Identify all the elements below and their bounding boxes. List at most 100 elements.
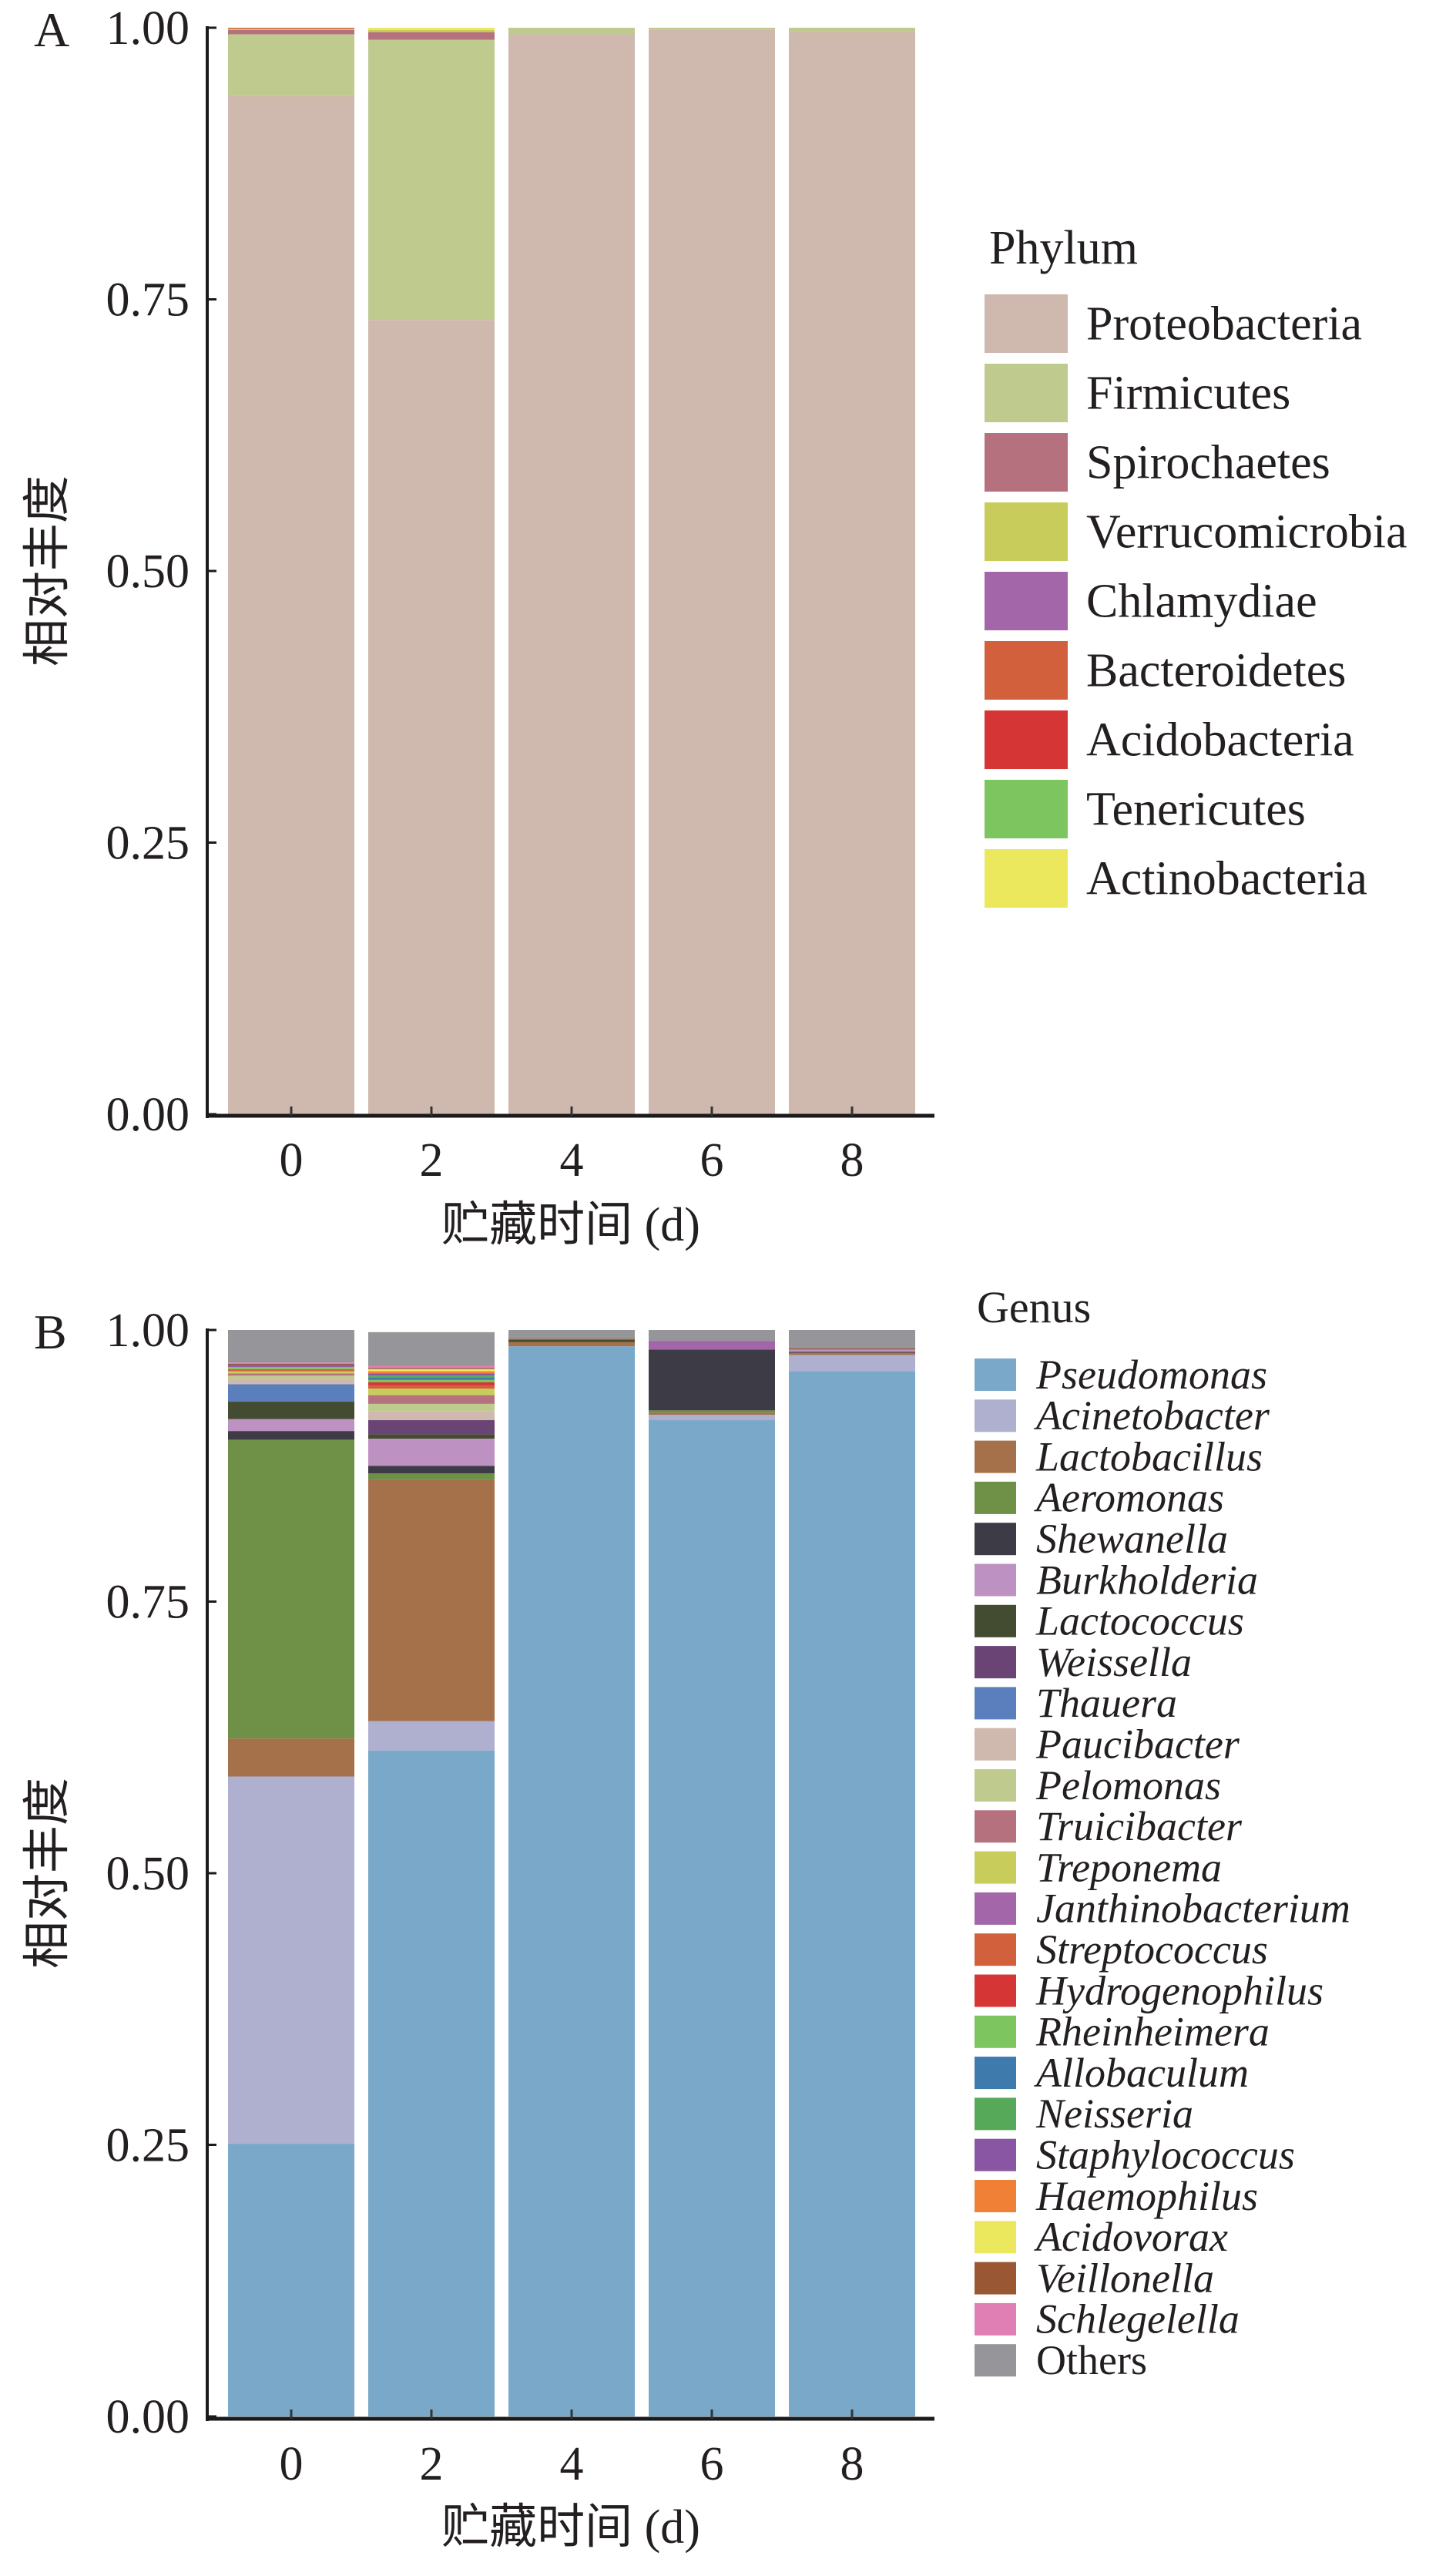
panel-a-legend-label: Acidobacteria [1086,714,1354,766]
panel-b-bar-segment [368,1721,495,1751]
panel-b-legend-swatch [975,1769,1016,1802]
panel-a-bar-stack-4 [508,28,635,1115]
panel-b-bar-stack-2 [368,1332,495,2416]
panel-b-legend-label: Lactococcus [1035,1598,1244,1644]
panel-b-bar-segment [789,1330,915,1348]
panel-a-bars [228,28,915,1115]
panel-a-legend-label: Spirochaetes [1086,436,1330,489]
panel-b-bar-segment [649,1330,775,1342]
panel-b-bar-segment [649,1420,775,2416]
panel-b-legend-item: Weissella [975,1639,1192,1685]
panel-b-legend-swatch [975,1892,1016,1925]
panel-a-legend-swatch [985,433,1068,492]
panel-b-legend-swatch [975,1358,1016,1391]
panel-b-bar-segment [228,1330,354,1363]
panel-b-legend-item: Lactococcus [975,1598,1244,1644]
panel-b-bar-segment [368,1365,495,1368]
panel-b-legend-item: Truicibacter [975,1803,1243,1849]
panel-b: B 0.00 0.25 0.50 0.75 1.00 0 2 4 6 8 贮藏时间 (d) 相对丰… [22,1282,1350,2554]
panel-b-bar-segment [368,1373,495,1376]
panel-b-legend-swatch [975,1851,1016,1884]
panel-a-x-tick-label: 0 [280,1134,304,1187]
panel-b-bar-segment [228,1384,354,1402]
panel-b-legend-label: Weissella [1036,1639,1192,1685]
panel-b-bar-segment [649,1341,775,1350]
panel-a-legend-swatch [985,849,1068,908]
panel-b-legend-label: Treponema [1036,1844,1222,1890]
panel-b-bars [228,1330,915,2416]
panel-a-bar-segment [649,28,775,30]
panel-b-legend-label: Thauera [1036,1680,1177,1726]
panel-b-x-tick-label: 6 [700,2438,724,2490]
panel-a-y-axis-title: 相对丰度 [22,475,74,667]
panel-b-bar-segment [649,1410,775,1413]
panel-b-legend-swatch [975,1728,1016,1761]
panel-b-bar-segment [368,1403,495,1412]
panel-b-legend-swatch [975,2097,1016,2131]
panel-b-legend-swatch [975,1563,1016,1597]
panel-b-legend-title: Genus [977,1282,1091,1332]
panel-a-bar-stack-0 [228,28,354,1115]
panel-b-bar-segment [368,1332,495,1366]
panel-b-bar-segment [228,1362,354,1364]
panel-b-y-axis-title: 相对丰度 [22,1778,74,1969]
panel-b-bar-segment [508,1346,635,2416]
panel-b-x-axis-title: 贮藏时间 (d) [441,2501,700,2554]
panel-b-legend-item: Hydrogenophilus [975,1967,1323,2013]
panel-a-y-tick-label: 0.25 [106,818,190,870]
panel-a-bar-segment [508,34,635,1115]
panel-b-bar-segment [508,1330,635,1339]
panel-b-legend-item: Thauera [975,1680,1177,1726]
panel-b-legend-item: Allobaculum [975,2050,1249,2096]
panel-b-bar-segment [368,1389,495,1395]
panel-a-legend-title: Phylum [989,222,1138,274]
panel-b-legend-label: Neisseria [1035,2091,1193,2137]
panel-b-bar-stack-8 [789,1330,915,2416]
panel-b-legend-swatch [975,1399,1016,1432]
panel-b-legend-swatch [975,2262,1016,2295]
panel-a-axes: 0.00 0.25 0.50 0.75 1.00 0 2 4 6 8 [106,2,934,1187]
panel-b-legend-label: Hydrogenophilus [1035,1967,1323,2013]
panel-a-legend: Proteobacteria Firmicutes Spirochaetes Verr… [985,294,1407,908]
panel-b-legend-label: Acinetobacter [1034,1392,1270,1439]
panel-a-bar-segment [508,28,635,35]
panel-a-y-tick-label: 0.75 [106,274,190,327]
panel-b-bar-segment [368,1750,495,2416]
panel-b-legend-swatch [975,2015,1016,2048]
panel-a-legend-label: Tenericutes [1086,783,1306,835]
panel-b-legend-label: Truicibacter [1036,1803,1243,1849]
panel-a-x-tick-label: 4 [560,1134,584,1187]
panel-a-legend-item: Spirochaetes [985,433,1330,492]
panel-b-bar-segment [368,1473,495,1480]
panel-b-legend-item: Pseudomonas [975,1352,1267,1398]
panel-a-bar-segment [228,34,354,96]
panel-b-bar-stack-0 [228,1330,354,2416]
panel-b-legend-item: Janthinobacterium [975,1886,1350,1932]
panel-b-y-tick-label: 0.25 [106,2120,190,2172]
panel-b-legend-label: Veillonella [1036,2255,1214,2301]
panel-b-bar-segment [368,1382,495,1385]
panel-b-bar-segment [228,2144,354,2416]
panel-a-bar-stack-2 [368,28,495,1114]
panel-b-bar-segment [368,1371,495,1374]
panel-b-legend-swatch [975,1974,1016,2007]
panel-a-legend-label: Actinobacteria [1086,852,1367,905]
panel-b-legend-label: Rheinheimera [1035,2009,1270,2055]
panel-b-legend-item: Pelomonas [975,1762,1221,1808]
panel-b-legend-label: Haemophilus [1035,2173,1258,2219]
panel-b-legend-swatch [975,1481,1016,1514]
panel-a-bar-segment [649,29,775,1115]
panel-b-bar-segment [228,1379,354,1385]
panel-b-legend-swatch [975,1810,1016,1843]
panel-b-legend-swatch [975,2138,1016,2171]
panel-b-legend-swatch [975,2302,1016,2336]
panel-b-bar-segment [368,1420,495,1435]
panel-b-x-tick-label: 8 [840,2438,864,2490]
panel-b-bar-segment [228,1439,354,1739]
panel-a-x-axis-title: 贮藏时间 (d) [441,1199,700,1251]
panel-b-bar-segment [228,1365,354,1367]
panel-b-legend-swatch [975,2344,1016,2377]
panel-a: A 0.00 0.25 0.50 0.75 1.00 0 2 4 6 8 贮藏时间 (d) 相对丰… [22,2,1407,1251]
panel-b-x-tick-label: 0 [280,2438,304,2490]
panel-b-bar-segment [228,1373,354,1376]
